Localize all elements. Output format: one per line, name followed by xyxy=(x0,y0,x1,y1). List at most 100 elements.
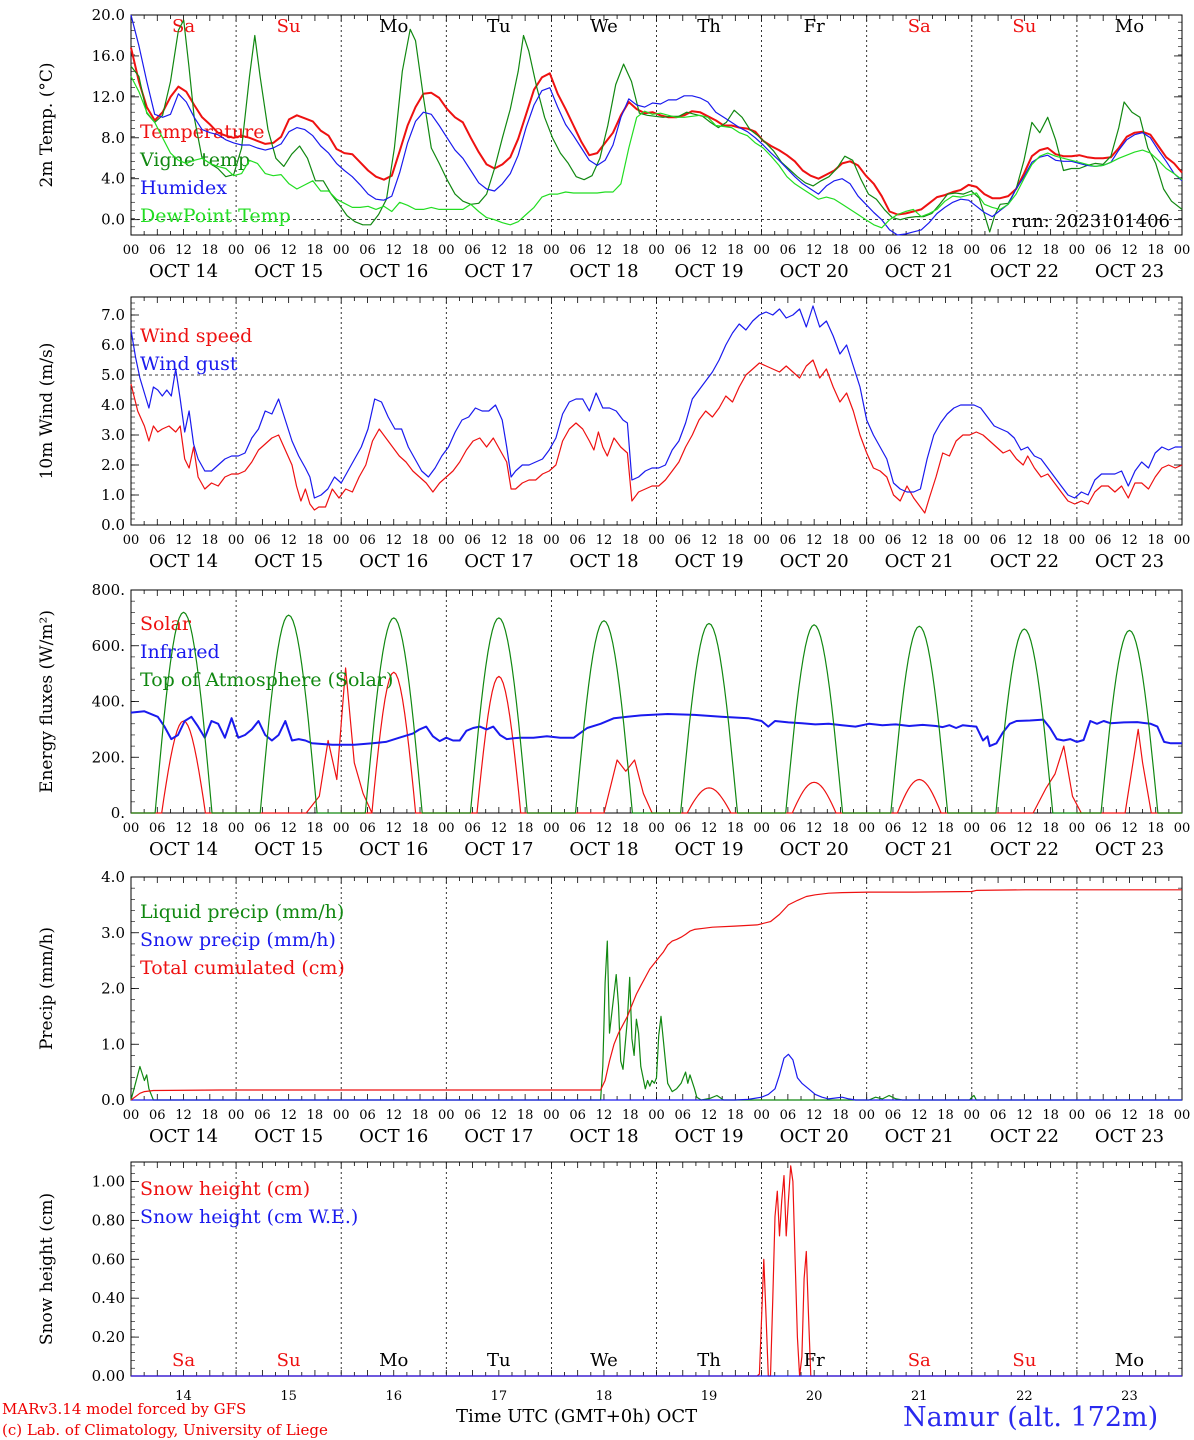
hour-tick-label: 06 xyxy=(149,821,166,836)
hour-tick-label: 00 xyxy=(964,1108,981,1123)
hour-tick-label: 12 xyxy=(175,821,192,836)
hour-tick-label: 00 xyxy=(123,821,140,836)
model-credit: MARv3.14 model forced by GFS xyxy=(2,1400,247,1418)
hour-tick-label: 18 xyxy=(727,243,744,258)
hour-tick-label: 18 xyxy=(1042,533,1059,548)
hour-tick-label: 12 xyxy=(701,821,718,836)
hour-tick-label: 12 xyxy=(911,243,928,258)
legend-entry: Liquid precip (mm/h) xyxy=(140,901,344,923)
hour-tick-label: 18 xyxy=(1042,243,1059,258)
hour-tick-label: 00 xyxy=(858,243,875,258)
hour-tick-label: 06 xyxy=(885,821,902,836)
date-label: OCT 18 xyxy=(569,839,638,860)
hour-tick-label: 12 xyxy=(1016,821,1033,836)
date-label: OCT 18 xyxy=(569,551,638,572)
hour-tick-label: 12 xyxy=(175,243,192,258)
hour-tick-label: 12 xyxy=(280,243,297,258)
hour-tick-label: 18 xyxy=(307,533,324,548)
plot-frame xyxy=(130,296,1183,526)
day-number-label: 19 xyxy=(701,1389,718,1404)
hour-tick-label: 18 xyxy=(1042,1108,1059,1123)
hour-tick-label: 12 xyxy=(280,1108,297,1123)
hour-tick-label: 18 xyxy=(937,243,954,258)
hour-tick-label: 06 xyxy=(990,1108,1007,1123)
hour-tick-label: 12 xyxy=(911,821,928,836)
hour-tick-label: 12 xyxy=(911,533,928,548)
hour-tick-label: 06 xyxy=(464,533,481,548)
hour-tick-label: 06 xyxy=(675,533,692,548)
hour-tick-label: 18 xyxy=(202,533,219,548)
series-line-infrared xyxy=(130,710,1182,748)
hour-tick-label: 00 xyxy=(438,1108,455,1123)
hour-tick-label: 06 xyxy=(1095,533,1112,548)
y-tick-label: 12.0 xyxy=(92,88,125,106)
hour-tick-label: 00 xyxy=(228,821,245,836)
day-number-label: 22 xyxy=(1016,1389,1033,1404)
y-tick-label: 4.0 xyxy=(101,170,125,188)
date-label: OCT 14 xyxy=(149,261,218,282)
series-line-top-of-atmosphere-solar- xyxy=(131,611,1182,814)
hour-tick-label: 00 xyxy=(228,243,245,258)
legend-entry: Wind gust xyxy=(140,353,238,375)
hour-tick-label: 18 xyxy=(412,821,429,836)
hour-tick-label: 18 xyxy=(832,1108,849,1123)
hour-tick-label: 00 xyxy=(964,821,981,836)
hour-tick-label: 12 xyxy=(806,821,823,836)
legend-entry: Humidex xyxy=(140,177,227,199)
hour-tick-label: 06 xyxy=(885,533,902,548)
hour-tick-label: 12 xyxy=(385,821,402,836)
hour-tick-label: 00 xyxy=(438,821,455,836)
hour-tick-label: 06 xyxy=(359,1108,376,1123)
hour-tick-label: 06 xyxy=(675,243,692,258)
day-number-label: 23 xyxy=(1121,1389,1138,1404)
y-tick-label: 800. xyxy=(92,581,125,599)
day-number-label: 14 xyxy=(175,1389,192,1404)
hour-tick-label: 00 xyxy=(648,1108,665,1123)
hour-tick-label: 06 xyxy=(780,821,797,836)
day-name: Mo xyxy=(379,16,408,37)
location-label: Namur (alt. 172m) xyxy=(903,1402,1159,1433)
hour-tick-label: 18 xyxy=(307,821,324,836)
date-label: OCT 21 xyxy=(885,551,954,572)
series-line-dewpoint-temp xyxy=(130,76,1183,229)
day-name: Th xyxy=(697,16,721,37)
hour-tick-label: 00 xyxy=(1174,243,1191,258)
hour-tick-label: 06 xyxy=(780,533,797,548)
y-axis-label: Snow height (cm) xyxy=(37,1193,57,1345)
hour-tick-label: 00 xyxy=(648,243,665,258)
y-tick-label: 7.0 xyxy=(101,306,125,324)
hour-tick-label: 06 xyxy=(990,243,1007,258)
hour-tick-label: 18 xyxy=(517,243,534,258)
hour-tick-label: 12 xyxy=(491,243,508,258)
hour-tick-label: 06 xyxy=(569,533,586,548)
day-name: Tu xyxy=(487,16,511,37)
hour-tick-label: 00 xyxy=(753,1108,770,1123)
date-label: OCT 17 xyxy=(464,839,533,860)
date-label: OCT 16 xyxy=(359,1126,428,1147)
hour-tick-label: 12 xyxy=(1121,821,1138,836)
y-tick-label: 0.0 xyxy=(101,211,125,229)
date-label: OCT 19 xyxy=(674,551,743,572)
hour-tick-label: 18 xyxy=(202,821,219,836)
hour-tick-label: 12 xyxy=(701,1108,718,1123)
hour-tick-label: 06 xyxy=(359,821,376,836)
series-line-total-cumulated-cm- xyxy=(130,889,1182,1101)
hour-tick-label: 18 xyxy=(1147,243,1164,258)
hour-tick-label: 00 xyxy=(1174,533,1191,548)
series-line-snow-precip-mm-h- xyxy=(131,1053,1182,1101)
date-label: OCT 20 xyxy=(780,551,849,572)
date-label: OCT 17 xyxy=(464,1126,533,1147)
y-tick-label: 4.0 xyxy=(101,868,125,886)
y-tick-label: 20.0 xyxy=(92,6,125,24)
hour-tick-label: 00 xyxy=(543,533,560,548)
hour-tick-label: 06 xyxy=(254,533,271,548)
hour-tick-label: 00 xyxy=(648,533,665,548)
hour-tick-label: 06 xyxy=(254,1108,271,1123)
hour-tick-label: 06 xyxy=(254,243,271,258)
y-tick-label: 0.40 xyxy=(92,1289,125,1307)
day-number-label: 21 xyxy=(911,1389,928,1404)
y-tick-label: 16.0 xyxy=(92,47,125,65)
y-tick-label: 200. xyxy=(92,748,125,766)
day-number-label: 18 xyxy=(596,1389,613,1404)
day-number-label: 15 xyxy=(280,1389,297,1404)
